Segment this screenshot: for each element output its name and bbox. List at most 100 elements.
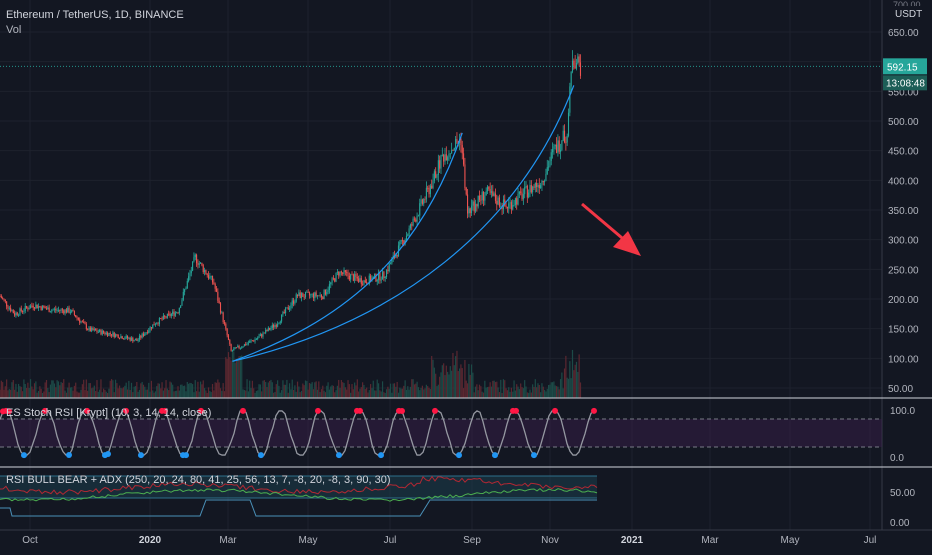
volume-bar bbox=[122, 387, 125, 398]
volume-bar bbox=[409, 386, 412, 398]
candle-body bbox=[285, 308, 287, 314]
volume-bar bbox=[48, 392, 50, 398]
candle-body bbox=[517, 193, 519, 205]
volume-bar bbox=[103, 388, 105, 398]
volume-bar bbox=[474, 386, 477, 398]
candle-body bbox=[68, 307, 70, 313]
symbol-title[interactable]: Ethereum / TetherUS, 1D, BINANCE bbox=[6, 9, 184, 21]
candle-body bbox=[207, 275, 210, 279]
candle-body bbox=[190, 270, 192, 274]
volume-bar bbox=[550, 382, 552, 398]
volume-bar bbox=[277, 380, 279, 398]
overbought-dot bbox=[432, 407, 438, 414]
volume-bar bbox=[425, 384, 427, 398]
volume-bar bbox=[312, 389, 315, 398]
volume-bar bbox=[137, 391, 139, 398]
volume-bar bbox=[69, 387, 72, 398]
volume-bar bbox=[145, 389, 147, 398]
volume-bar bbox=[424, 388, 426, 398]
candle-body bbox=[509, 202, 511, 204]
time-tick-label: Jul bbox=[384, 535, 397, 546]
volume-bar bbox=[441, 365, 443, 398]
candle-body bbox=[204, 270, 206, 273]
candle-body bbox=[194, 254, 196, 258]
overbought-dot bbox=[399, 408, 405, 415]
volume-bar bbox=[130, 382, 133, 398]
candle-body bbox=[532, 186, 534, 193]
candle-body bbox=[192, 261, 194, 271]
volume-bar bbox=[490, 386, 493, 398]
adx-line bbox=[0, 487, 598, 502]
candle-body bbox=[279, 321, 281, 323]
volume-bar bbox=[569, 361, 571, 398]
currency-label: USDT bbox=[895, 9, 922, 20]
candle-body bbox=[165, 316, 167, 318]
rsi-adx-label[interactable]: RSI BULL BEAR + ADX (250, 20, 24, 80, 41… bbox=[6, 474, 391, 486]
volume-bar bbox=[554, 385, 556, 398]
volume-bar bbox=[104, 389, 106, 398]
candle-body bbox=[30, 305, 32, 309]
volume-bar bbox=[25, 387, 28, 398]
volume-bar bbox=[96, 380, 98, 398]
candle-body bbox=[536, 182, 538, 188]
candle-body bbox=[60, 309, 62, 311]
volume-bar bbox=[380, 391, 382, 398]
volume-bar bbox=[223, 391, 226, 398]
rsi-line bbox=[0, 475, 598, 496]
candle-body bbox=[136, 339, 138, 341]
volume-bar bbox=[71, 387, 73, 398]
volume-bar bbox=[462, 388, 465, 398]
candle-body bbox=[63, 310, 65, 314]
candle-body bbox=[444, 154, 446, 162]
volume-bar bbox=[557, 386, 559, 398]
candle-body bbox=[469, 208, 471, 214]
volume-bar bbox=[206, 392, 208, 398]
candle-body bbox=[59, 309, 61, 311]
volume-bar bbox=[296, 381, 299, 398]
volume-bar bbox=[482, 392, 485, 398]
volume-bar bbox=[292, 389, 295, 398]
volume-bar bbox=[348, 384, 350, 398]
volume-bar bbox=[77, 392, 79, 398]
volume-bar bbox=[350, 392, 352, 398]
candle-body bbox=[448, 153, 450, 158]
volume-bar bbox=[288, 383, 291, 398]
volume-bar bbox=[421, 385, 424, 398]
volume-bar bbox=[59, 385, 61, 398]
volume-bar bbox=[93, 385, 95, 398]
candle-body bbox=[185, 288, 187, 290]
stoch-rsi-label[interactable]: ES Stoch RSI [Krypt] (10, 3, 14, 14, clo… bbox=[6, 407, 212, 419]
candle-body bbox=[518, 191, 520, 194]
candle-body bbox=[335, 272, 337, 282]
volume-bar bbox=[132, 392, 134, 398]
volume-bar bbox=[81, 384, 83, 398]
overbought-dot bbox=[357, 407, 363, 414]
volume-bar bbox=[125, 382, 127, 398]
candle-body bbox=[144, 333, 146, 336]
candle-body bbox=[15, 312, 17, 316]
overbought-dot bbox=[552, 407, 558, 414]
candle-body bbox=[370, 275, 372, 282]
price-tick-label: 450.00 bbox=[888, 147, 919, 158]
candle-body bbox=[172, 311, 174, 314]
volume-bar bbox=[476, 384, 478, 398]
volume-bar bbox=[92, 387, 94, 398]
candle-body bbox=[75, 315, 77, 318]
volume-bar bbox=[52, 380, 54, 398]
volume-bar bbox=[407, 386, 409, 398]
candle-body bbox=[366, 282, 368, 284]
rsi-band bbox=[0, 476, 597, 498]
volume-bar bbox=[47, 387, 49, 398]
volume-bar bbox=[250, 388, 252, 398]
candle-body bbox=[27, 307, 29, 310]
stoch-tick-label: 100.0 bbox=[890, 406, 915, 417]
candle-body bbox=[546, 167, 548, 174]
candle-body bbox=[310, 294, 312, 296]
volume-bar bbox=[477, 390, 479, 398]
candle-body bbox=[566, 135, 568, 143]
candle-body bbox=[162, 315, 164, 320]
volume-bar bbox=[530, 392, 532, 398]
volume-bar bbox=[332, 385, 335, 398]
